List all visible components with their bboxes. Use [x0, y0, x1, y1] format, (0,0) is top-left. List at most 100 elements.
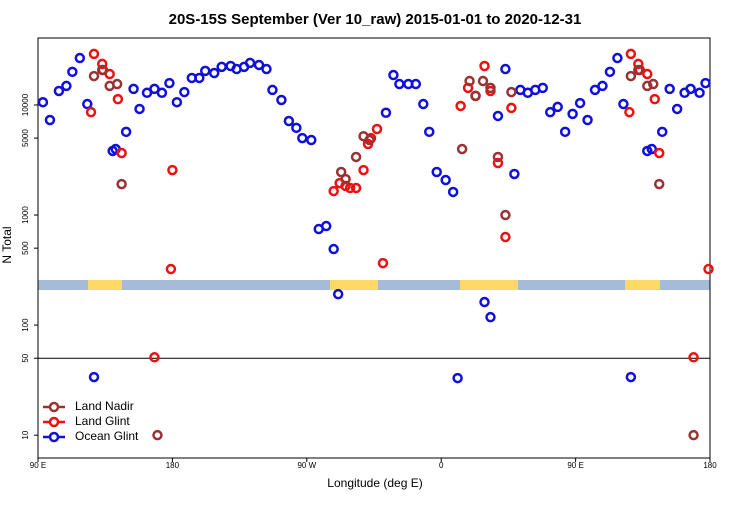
- scatter-point: [380, 107, 392, 118]
- scatter-point: [96, 64, 108, 76]
- scatter-point: [559, 126, 571, 138]
- scatter-point: [479, 60, 490, 72]
- scatter-point: [500, 209, 511, 221]
- scatter-point: [656, 126, 668, 138]
- scatter-point: [688, 352, 699, 363]
- scatter-point: [388, 69, 399, 81]
- scatter-point: [171, 96, 183, 108]
- scatter-point: [464, 75, 475, 87]
- scatter-point: [350, 151, 362, 163]
- scatter-point: [544, 106, 556, 118]
- scatter-point: [88, 48, 100, 60]
- scatter-point: [455, 100, 466, 112]
- scatter-point: [283, 115, 295, 127]
- scatter-point: [492, 157, 504, 169]
- scatter-point: [128, 83, 139, 95]
- x-tick-label: 90 W: [297, 461, 316, 470]
- scatter-point: [306, 134, 317, 146]
- scatter-point: [492, 110, 504, 122]
- scatter-point: [604, 66, 616, 78]
- scatter-point: [625, 48, 637, 60]
- legend-marker: [48, 431, 60, 443]
- scatter-point: [88, 70, 100, 82]
- scatter-point: [88, 371, 100, 383]
- scatter-point: [358, 164, 369, 176]
- scatter-point: [244, 57, 256, 69]
- scatter-point: [624, 106, 635, 118]
- scatter-point: [485, 82, 496, 94]
- scatter-point: [74, 52, 86, 64]
- scatter-point: [589, 84, 601, 96]
- y-tick-label: 10000: [21, 93, 30, 116]
- scatter-point: [164, 77, 175, 89]
- scatter-point: [567, 108, 578, 120]
- scatter-point: [700, 77, 711, 89]
- scatter-point: [61, 80, 72, 92]
- scatter-point: [582, 114, 593, 126]
- scatter-point: [276, 94, 287, 106]
- scatter-point: [267, 84, 278, 96]
- scatter-point: [364, 134, 375, 146]
- y-tick-label: 1000: [21, 206, 30, 224]
- scatter-point: [335, 166, 347, 178]
- scatter-point: [642, 68, 653, 80]
- scatter-point: [653, 178, 665, 190]
- scatter-point: [506, 86, 517, 98]
- legend-marker: [48, 401, 60, 413]
- scatter-point: [179, 86, 190, 98]
- scatter-point: [377, 257, 389, 269]
- scatter-point: [703, 263, 714, 275]
- scatter-point: [506, 102, 517, 114]
- scatter-point: [492, 151, 504, 163]
- x-tick-label: 90 E: [567, 461, 583, 470]
- scatter-point: [612, 52, 623, 64]
- scatter-point: [574, 97, 586, 109]
- scatter-point: [37, 96, 49, 108]
- scatter-point: [688, 429, 699, 441]
- scatter-point: [340, 173, 351, 185]
- scatter-point: [664, 83, 675, 95]
- y-tick-label: 5000: [21, 129, 30, 147]
- scatter-point: [96, 58, 108, 70]
- scatter-point: [509, 168, 520, 180]
- scatter-point: [120, 126, 132, 138]
- scatter-point: [194, 72, 205, 84]
- scatter-point: [618, 98, 629, 110]
- scatter-point: [477, 75, 489, 87]
- scatter-point: [625, 70, 637, 82]
- legend-label: Land Nadir: [75, 399, 134, 413]
- scatter-point: [152, 429, 163, 441]
- scatter-point: [328, 243, 339, 255]
- scatter-point: [291, 122, 302, 134]
- scatter-point: [452, 372, 463, 384]
- scatter-point: [685, 83, 696, 95]
- y-tick-label: 500: [21, 241, 30, 255]
- x-tick-label: 0: [439, 461, 444, 470]
- scatter-point: [694, 87, 705, 99]
- scatter-point: [597, 80, 608, 92]
- scatter-point: [44, 114, 56, 126]
- scatter-point: [332, 288, 344, 300]
- scatter-point: [328, 185, 339, 197]
- legend-marker: [48, 416, 60, 428]
- x-tick-label: 90 E: [30, 461, 46, 470]
- land-mask-strip: [38, 280, 710, 290]
- scatter-point: [424, 126, 435, 138]
- scatter-point: [320, 220, 332, 232]
- scatter-point: [149, 352, 160, 363]
- scatter-point: [470, 90, 481, 102]
- y-axis-label: N Total: [0, 226, 14, 263]
- scatter-point: [642, 80, 653, 92]
- scatter-point: [82, 98, 93, 110]
- scatter-point: [625, 371, 637, 383]
- scatter-point: [134, 103, 145, 115]
- scatter-point: [500, 63, 511, 75]
- scatter-point: [350, 182, 362, 194]
- y-tick-label: 10: [21, 430, 30, 439]
- scatter-point: [485, 311, 496, 323]
- scatter-point: [447, 186, 459, 198]
- scatter-point: [116, 147, 127, 159]
- scatter-point: [456, 143, 468, 155]
- scatter-point: [648, 78, 659, 90]
